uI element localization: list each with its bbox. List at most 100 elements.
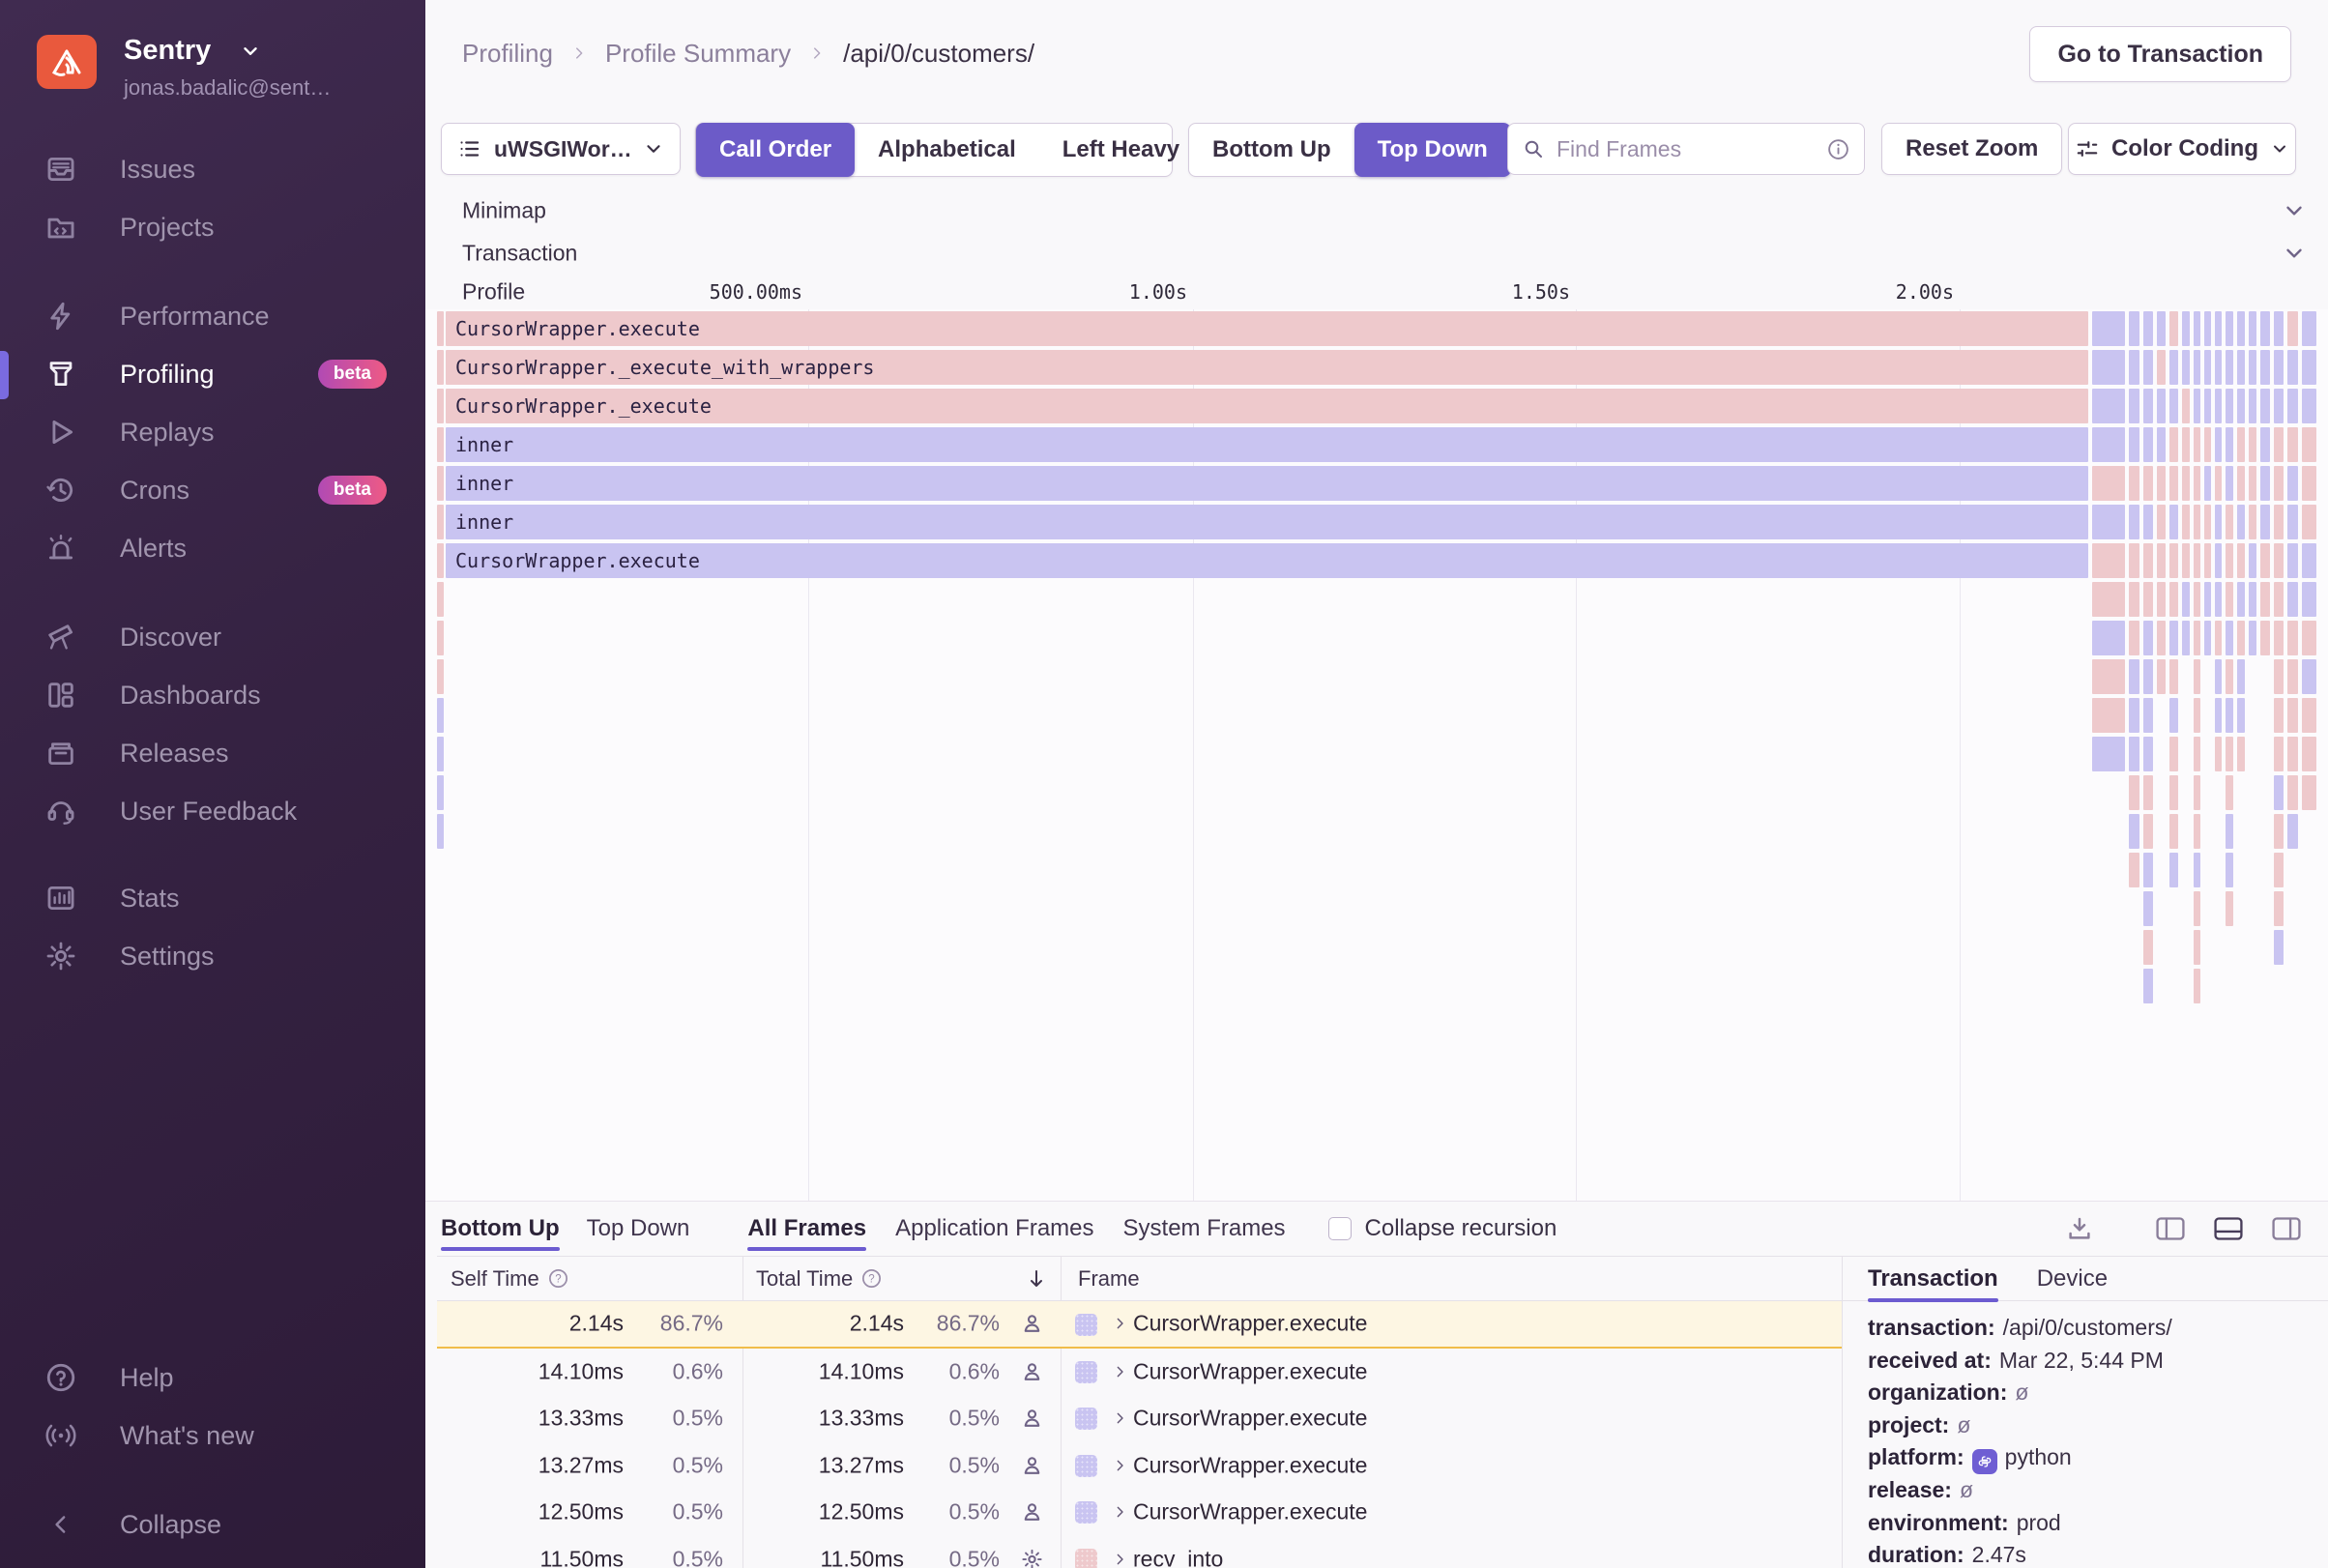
details-tab-transaction[interactable]: Transaction — [1868, 1256, 1998, 1302]
sort-option-call-order[interactable]: Call Order — [696, 123, 856, 177]
flame-frame-cell[interactable] — [2226, 311, 2233, 346]
frames-table-row[interactable]: 14.10ms 0.6% 14.10ms 0.6% CursorWrapper.exec… — [437, 1349, 1842, 1396]
flame-frame-cell[interactable] — [2274, 814, 2284, 849]
breadcrumb-item[interactable]: Profiling — [462, 38, 553, 68]
flame-frame-cell[interactable] — [2302, 775, 2316, 810]
flame-frame-cell[interactable] — [2215, 698, 2222, 733]
flame-frame-cell[interactable] — [2260, 582, 2270, 617]
flame-frame-cell[interactable] — [2215, 543, 2222, 578]
frames-table-row[interactable]: 2.14s 86.7% 2.14s 86.7% CursorWrapper.execut… — [437, 1301, 1842, 1349]
flame-frame-cell[interactable] — [2302, 543, 2316, 578]
flame-frame-cell[interactable] — [2182, 389, 2190, 423]
flame-frame-cell[interactable] — [2194, 853, 2200, 887]
flame-frame-cell[interactable] — [2215, 427, 2222, 462]
flame-frame-cell[interactable] — [2129, 505, 2139, 539]
flame-frame-cell[interactable] — [2092, 737, 2125, 771]
flame-frame-cell[interactable] — [2194, 543, 2200, 578]
flame-frame-cell[interactable] — [2287, 427, 2298, 462]
flame-frame-cell[interactable] — [2092, 698, 2125, 733]
layout-left-icon[interactable] — [2154, 1215, 2187, 1242]
flame-frame-cell[interactable] — [2169, 621, 2178, 655]
flame-frame-cell[interactable] — [2157, 466, 2166, 501]
flame-frame-cell[interactable] — [437, 311, 444, 346]
flame-frame-cell[interactable] — [2157, 582, 2166, 617]
flame-frame-cell[interactable] — [2143, 969, 2153, 1003]
chevron-right-icon[interactable] — [1112, 1363, 1128, 1379]
flame-frame-cell[interactable] — [2143, 505, 2153, 539]
flame-frame-cell[interactable] — [2226, 621, 2233, 655]
flame-frame-cell[interactable] — [2129, 698, 2139, 733]
chevron-right-icon[interactable] — [1112, 1410, 1128, 1427]
flame-frame-cell[interactable] — [2302, 737, 2316, 771]
flame-frame-cell[interactable] — [2287, 659, 2298, 694]
flame-frame-bar[interactable]: CursorWrapper.execute — [446, 311, 2088, 346]
breadcrumb-item[interactable]: Profile Summary — [604, 38, 792, 68]
sidebar-item-user-feedback[interactable]: User Feedback — [0, 782, 425, 840]
flame-frame-cell[interactable] — [2129, 775, 2139, 810]
self-time-column-header[interactable]: Self Time ? — [451, 1266, 569, 1292]
frame-column-header[interactable]: Frame — [1078, 1265, 1140, 1291]
flame-frame-cell[interactable] — [2215, 350, 2222, 385]
sidebar-item-crons[interactable]: Crons beta — [0, 461, 425, 519]
flame-frame-cell[interactable] — [2143, 311, 2153, 346]
flame-frame-cell[interactable] — [2274, 621, 2284, 655]
flame-frame-cell[interactable] — [2274, 350, 2284, 385]
sidebar-item-help[interactable]: Help — [0, 1349, 425, 1407]
flame-frame-cell[interactable] — [2194, 466, 2200, 501]
flame-frame-cell[interactable] — [2274, 853, 2284, 887]
color-coding-dropdown[interactable]: Color Coding — [2068, 123, 2296, 175]
flame-frame-cell[interactable] — [2204, 505, 2211, 539]
flame-frame-cell[interactable] — [2302, 698, 2316, 733]
flame-frame-cell[interactable] — [2169, 350, 2178, 385]
flame-frame-cell[interactable] — [2287, 775, 2298, 810]
flame-frame-cell[interactable] — [2260, 466, 2270, 501]
flame-frame-cell[interactable] — [2182, 582, 2190, 617]
flame-frame-cell[interactable] — [2274, 466, 2284, 501]
flame-frame-cell[interactable] — [2143, 659, 2153, 694]
go-to-transaction-button[interactable]: Go to Transaction — [2029, 26, 2291, 82]
flame-frame-cell[interactable] — [2169, 505, 2178, 539]
flame-frame-cell[interactable] — [2194, 505, 2200, 539]
flame-frame-cell[interactable] — [2129, 466, 2139, 501]
flame-frame-cell[interactable] — [2237, 350, 2245, 385]
flame-frame-cell[interactable] — [2287, 582, 2298, 617]
flame-frame-cell[interactable] — [2143, 350, 2153, 385]
flame-frame-cell[interactable] — [2226, 582, 2233, 617]
flame-frame-cell[interactable] — [2287, 543, 2298, 578]
flame-frame-cell[interactable] — [2249, 621, 2256, 655]
flame-frame-cell[interactable] — [2226, 466, 2233, 501]
chevron-right-icon[interactable] — [1112, 1551, 1128, 1567]
flame-frame-cell[interactable] — [2274, 930, 2284, 965]
flame-frame-cell[interactable] — [2260, 505, 2270, 539]
layout-right-icon[interactable] — [2270, 1215, 2303, 1242]
flame-frame-cell[interactable] — [437, 543, 444, 578]
sidebar-item-stats[interactable]: Stats — [0, 869, 425, 927]
flame-frame-cell[interactable] — [2157, 621, 2166, 655]
flame-frame-cell[interactable] — [2169, 659, 2178, 694]
flame-frame-cell[interactable] — [2129, 311, 2139, 346]
org-switcher[interactable]: Sentry jonas.badalic@sent… — [37, 33, 404, 110]
flame-frame-cell[interactable] — [2302, 505, 2316, 539]
flame-frame-cell[interactable] — [2215, 659, 2222, 694]
flame-frame-cell[interactable] — [2194, 311, 2200, 346]
tab-top-down[interactable]: Top Down — [586, 1215, 690, 1241]
flame-frame-cell[interactable] — [2143, 543, 2153, 578]
flame-frame-cell[interactable] — [2287, 466, 2298, 501]
flame-frame-cell[interactable] — [2302, 466, 2316, 501]
flame-frame-cell[interactable] — [2302, 582, 2316, 617]
flame-frame-cell[interactable] — [2194, 389, 2200, 423]
flame-frame-cell[interactable] — [2260, 311, 2270, 346]
flame-frame-bar[interactable]: inner — [446, 505, 2088, 539]
flame-frame-cell[interactable] — [2226, 427, 2233, 462]
flame-frame-cell[interactable] — [2194, 427, 2200, 462]
flame-frame-cell[interactable] — [2274, 505, 2284, 539]
download-icon[interactable] — [2065, 1214, 2094, 1243]
flame-frame-cell[interactable] — [2092, 582, 2125, 617]
flame-frame-cell[interactable] — [2302, 389, 2316, 423]
flame-frame-cell[interactable] — [2260, 543, 2270, 578]
flame-frame-cell[interactable] — [2129, 737, 2139, 771]
flame-frame-cell[interactable] — [2274, 389, 2284, 423]
flame-frame-cell[interactable] — [2143, 930, 2153, 965]
flame-frame-cell[interactable] — [2092, 389, 2125, 423]
layout-bottom-icon[interactable] — [2212, 1215, 2245, 1242]
